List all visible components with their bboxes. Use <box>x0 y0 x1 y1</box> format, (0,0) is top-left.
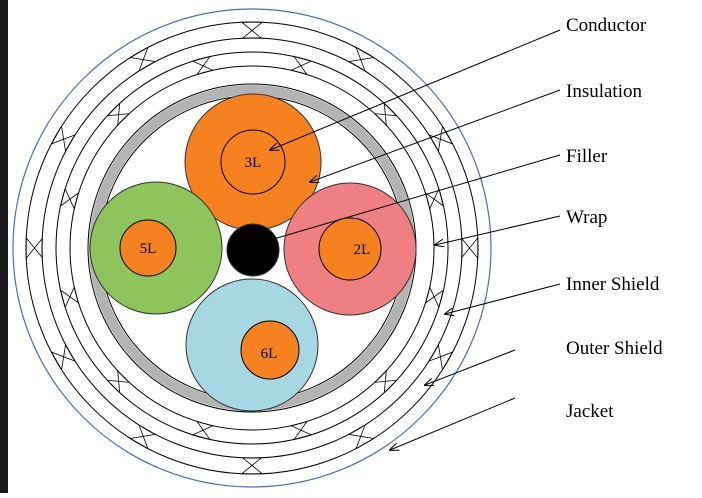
braid-marker <box>25 236 43 260</box>
label-filler: Filler <box>566 146 608 167</box>
filler-leader <box>260 154 561 243</box>
braid-marker <box>347 424 375 450</box>
braid-marker <box>428 125 454 153</box>
braid-marker <box>240 457 264 475</box>
core-bottom: 6L <box>185 278 319 412</box>
braid-marker <box>428 343 454 371</box>
core-label-3l: 3L <box>245 155 262 171</box>
core-left: 5L <box>89 181 223 315</box>
jacket-leader <box>390 397 516 450</box>
braid-marker <box>461 236 479 260</box>
braid-marker <box>129 46 157 72</box>
braid-marker <box>289 420 313 441</box>
conductor-5l <box>119 219 177 277</box>
label-wrap: Wrap <box>566 207 607 228</box>
outer-shield-leader <box>425 349 516 385</box>
label-insulation: Insulation <box>566 81 642 102</box>
filler <box>226 223 280 277</box>
braid-marker <box>373 369 398 394</box>
core-label-6l: 6L <box>261 346 278 362</box>
conductor-leader <box>270 29 561 150</box>
braid-marker <box>289 55 313 76</box>
inner-shield-inner-ring <box>69 65 435 431</box>
conductor-2l <box>318 217 382 281</box>
conductor-6l <box>240 320 300 380</box>
braid-marker <box>373 102 398 127</box>
braid-marker <box>424 187 445 211</box>
label-conductor: Conductor <box>566 15 647 36</box>
callout-labels: Conductor Insulation Filler Wrap Inner S… <box>566 15 663 422</box>
label-inner-shield: Inner Shield <box>566 274 660 295</box>
inner-shield-outer-ring <box>55 51 449 445</box>
braid-marker <box>50 125 76 153</box>
left-edge-bar <box>0 0 8 493</box>
braid-marker <box>106 102 131 127</box>
braid-marker <box>59 187 80 211</box>
callout-lines <box>260 29 561 450</box>
braid-marker <box>50 343 76 371</box>
braid-marker <box>191 420 215 441</box>
braid-marker <box>240 21 264 39</box>
inner-shield-leader <box>445 283 561 314</box>
core-label-5l: 5L <box>140 241 157 257</box>
insulation-leader <box>310 89 561 182</box>
braid-marker <box>424 285 445 309</box>
label-jacket: Jacket <box>566 401 614 422</box>
braid-marker <box>191 55 215 76</box>
label-outer-shield: Outer Shield <box>566 338 663 359</box>
core-right: 2L <box>283 182 417 316</box>
braid-marker <box>347 46 375 72</box>
braid-marker <box>129 424 157 450</box>
wrap-leader <box>435 215 561 245</box>
shield-braid-markers <box>25 21 479 475</box>
braid-marker <box>106 369 131 394</box>
core-label-2l: 2L <box>354 242 371 258</box>
braid-marker <box>59 285 80 309</box>
